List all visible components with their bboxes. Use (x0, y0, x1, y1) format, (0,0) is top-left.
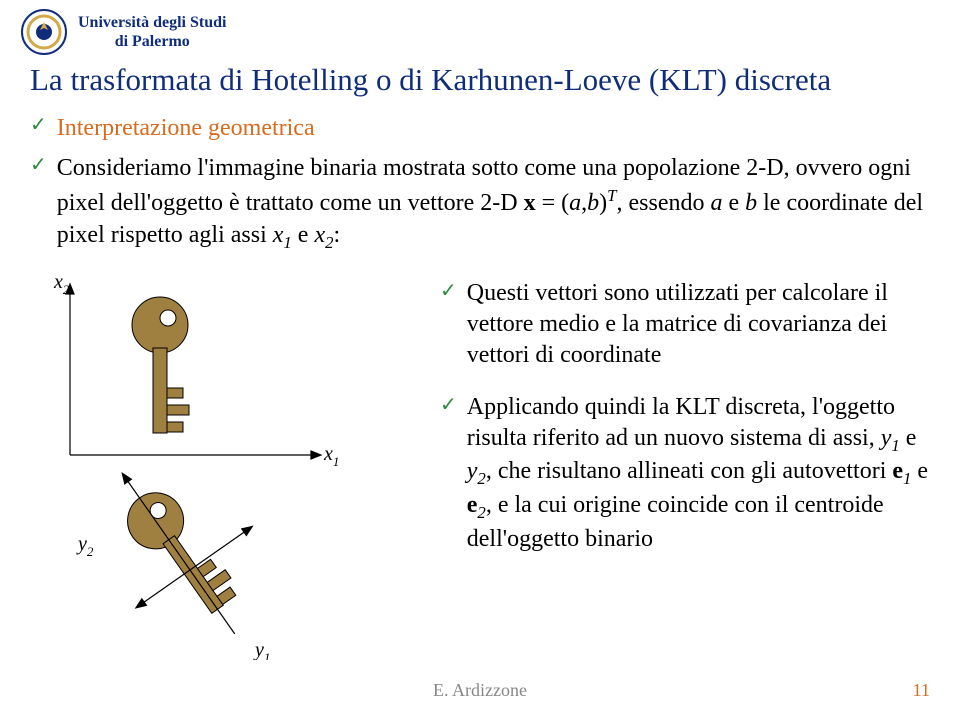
bullet-1: ✓ Interpretazione geometrica (30, 112, 940, 144)
bullet-2: ✓ Consideriamo l'immagine binaria mostra… (30, 152, 940, 254)
uni-line2: di Palermo (78, 32, 226, 51)
university-logo-icon (20, 8, 68, 56)
content-area: ✓ Interpretazione geometrica ✓ Consideri… (30, 112, 940, 263)
university-name: Università degli Studi di Palermo (78, 13, 226, 51)
bullet-2-text: Consideriamo l'immagine binaria mostrata… (57, 152, 940, 254)
slide-title: La trasformata di Hotelling o di Karhune… (30, 62, 950, 98)
y-axes (68, 430, 297, 660)
header: Università degli Studi di Palermo (20, 8, 226, 56)
bullet-1-text: Interpretazione geometrica (57, 112, 315, 144)
check-icon: ✓ (440, 392, 457, 418)
bullet-r1-text: Questi vettori sono utilizzati per calco… (467, 278, 940, 372)
y2-axis-label: y2 (76, 533, 94, 559)
uni-line1: Università degli Studi (78, 13, 226, 32)
y1-axis-label: y1 (253, 639, 270, 660)
klt-diagram-svg: x2 x1 y2 y1 (40, 270, 430, 660)
x1-axis-label: x1 (323, 443, 339, 469)
right-column: ✓ Questi vettori sono utilizzati per cal… (440, 278, 940, 575)
page-number: 11 (913, 680, 930, 701)
bullet-r2: ✓ Applicando quindi la KLT discreta, l'o… (440, 392, 940, 555)
diagram: x2 x1 y2 y1 (40, 270, 430, 660)
footer-author: E. Ardizzone (0, 680, 960, 701)
key-upright-icon (132, 297, 189, 433)
x2-axis-label: x2 (53, 271, 70, 297)
check-icon: ✓ (440, 278, 457, 304)
check-icon: ✓ (30, 152, 47, 178)
check-icon: ✓ (30, 112, 47, 138)
bullet-r1: ✓ Questi vettori sono utilizzati per cal… (440, 278, 940, 372)
bullet-r2-text: Applicando quindi la KLT discreta, l'ogg… (467, 392, 940, 555)
x-axes (66, 284, 321, 459)
